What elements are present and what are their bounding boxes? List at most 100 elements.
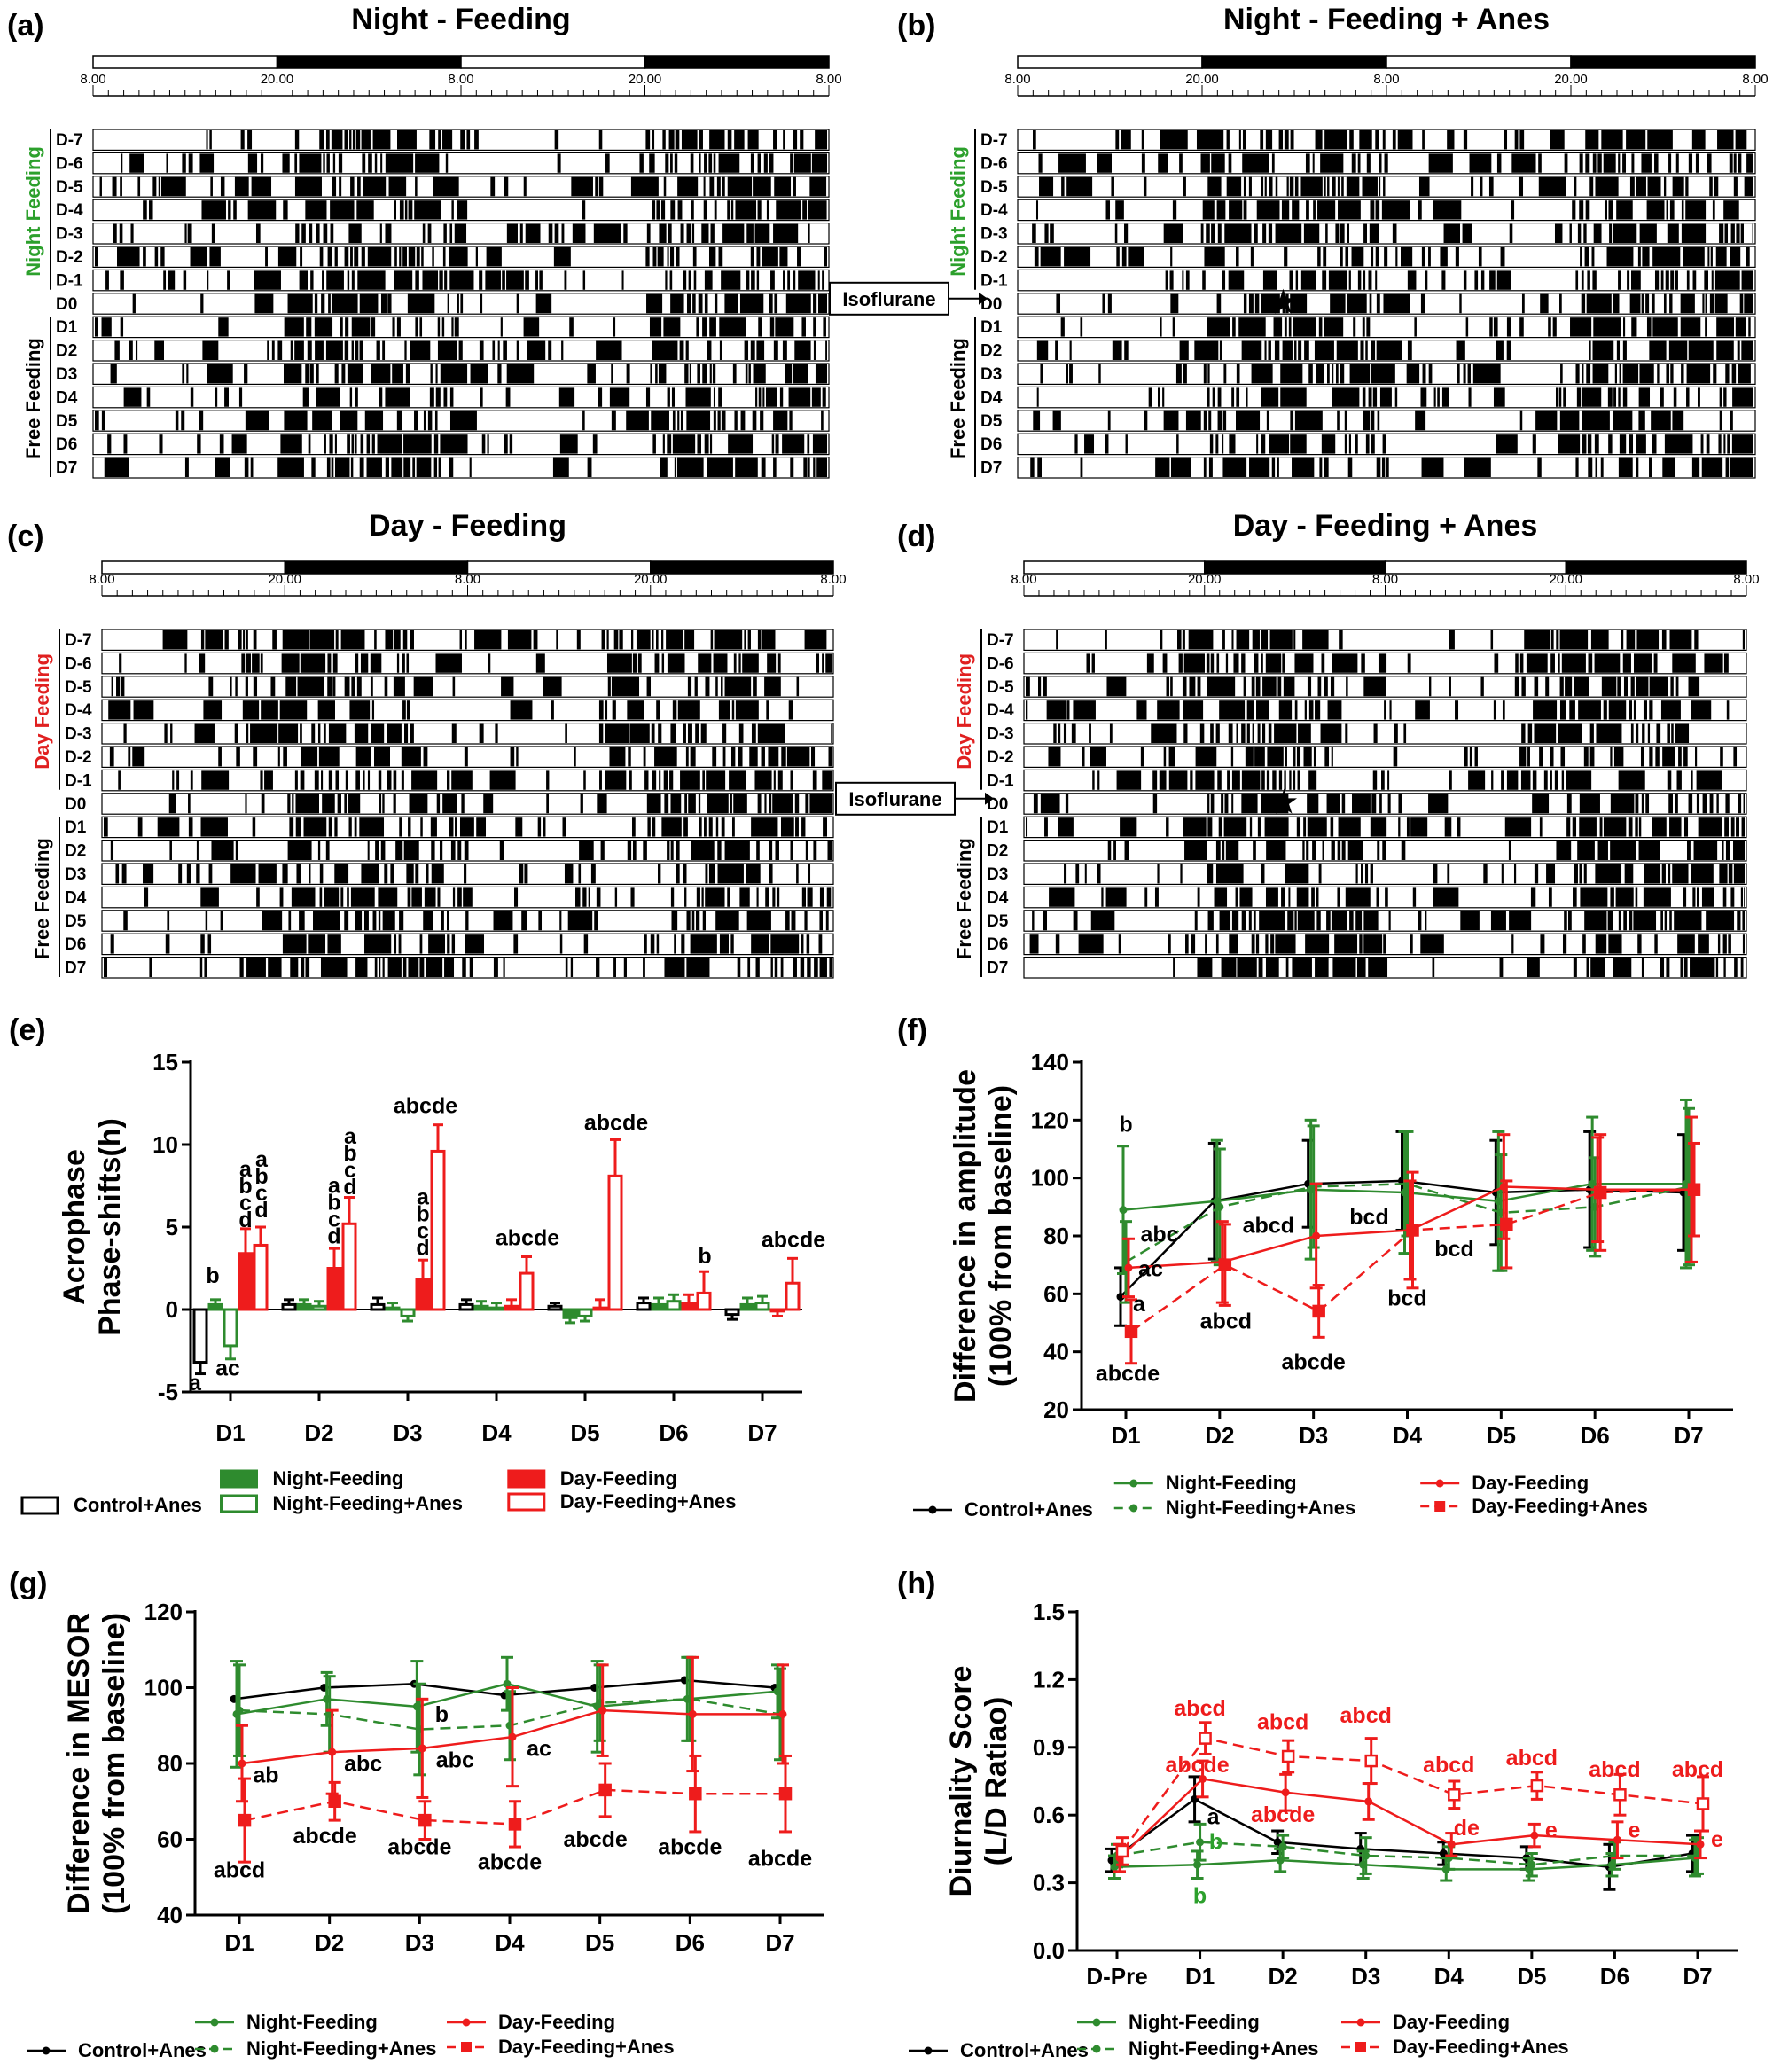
- legend-label: Day-Feeding+Anes: [1393, 2036, 1569, 2058]
- activity-bout: [184, 223, 187, 243]
- activity-bout: [1032, 911, 1035, 931]
- activity-bout: [1737, 911, 1741, 931]
- activity-bout: [813, 841, 817, 860]
- activity-bout: [619, 630, 623, 650]
- activity-bout: [284, 410, 308, 431]
- activity-bout: [427, 223, 432, 243]
- activity-bout: [1392, 130, 1396, 150]
- activity-bout: [600, 841, 605, 860]
- activity-bout: [810, 747, 816, 767]
- activity-bout: [178, 864, 183, 884]
- dark-phase-bar: [1565, 560, 1747, 575]
- activity-bout: [1672, 864, 1689, 884]
- activity-bout: [1705, 317, 1707, 337]
- activity-bout: [441, 317, 445, 337]
- activity-bout: [1723, 200, 1739, 220]
- actogram-row: D-3: [65, 722, 834, 745]
- activity-bout: [651, 410, 669, 431]
- activity-bout: [1504, 817, 1532, 837]
- time-tick-label: 20.00: [261, 72, 294, 87]
- activity-bout: [379, 794, 382, 814]
- dark-phase-bar: [1570, 55, 1756, 69]
- activity-bout: [705, 887, 725, 907]
- activity-bout: [1207, 676, 1236, 697]
- activity-bout: [211, 223, 215, 243]
- activity-bout: [680, 770, 700, 790]
- activity-bout: [123, 723, 127, 743]
- activity-bout: [363, 770, 365, 790]
- activity-bout: [1363, 223, 1368, 243]
- y-tick-label: -5: [158, 1379, 178, 1405]
- activity-bout: [1715, 958, 1719, 977]
- time-tick-label: 20.00: [1185, 72, 1219, 87]
- activity-bout: [182, 364, 185, 384]
- activity-bout: [1592, 340, 1614, 360]
- time-tick-label: 8.00: [455, 572, 480, 587]
- activity-bout: [715, 911, 739, 931]
- activity-bout: [1730, 223, 1735, 243]
- activity-bout: [1205, 934, 1207, 954]
- activity-bout: [332, 653, 338, 673]
- activity-bout: [350, 887, 375, 907]
- activity-bout: [1362, 387, 1366, 407]
- significance-label: a: [328, 1174, 341, 1199]
- activity-bout: [1381, 200, 1410, 220]
- activity-bout: [650, 364, 652, 384]
- activity-bout: [1415, 700, 1430, 720]
- activity-bout: [1275, 223, 1302, 243]
- activity-bout: [1582, 410, 1610, 431]
- isoflurane-label: Isoflurane: [842, 288, 935, 310]
- actogram-row-frame: [92, 152, 830, 175]
- actogram-row: D-7: [56, 129, 830, 151]
- activity-bout: [1218, 817, 1222, 837]
- activity-bout: [301, 958, 305, 977]
- activity-bout: [1292, 457, 1315, 477]
- significance-label: abcd: [1672, 1757, 1723, 1782]
- activity-bout: [1349, 130, 1354, 150]
- activity-bout: [437, 317, 441, 337]
- activity-bout: [490, 176, 496, 197]
- significance-label: d: [238, 1208, 252, 1232]
- activity-bout: [578, 864, 582, 884]
- activity-bout: [548, 340, 552, 360]
- activity-bout: [1294, 700, 1298, 720]
- activity-bout: [629, 770, 632, 790]
- activity-bout: [1162, 387, 1165, 407]
- x-tick-label: D3: [405, 1929, 434, 1956]
- activity-bout: [384, 676, 388, 697]
- activity-bout: [1480, 176, 1483, 197]
- activity-bout: [449, 387, 454, 407]
- activity-bout: [1668, 794, 1673, 814]
- activity-bout: [1519, 747, 1527, 767]
- activity-bout: [1284, 247, 1288, 267]
- activity-bout: [287, 794, 291, 814]
- activity-bout: [1298, 723, 1311, 743]
- activity-bout: [794, 340, 811, 360]
- activity-bout: [442, 794, 457, 814]
- y-axis-label: Difference in amplitude: [949, 1069, 982, 1403]
- activity-bout: [99, 176, 102, 197]
- activity-bout: [1664, 434, 1693, 454]
- activity-bout: [392, 364, 403, 384]
- activity-bout: [1638, 387, 1651, 407]
- activity-bout: [747, 630, 751, 650]
- activity-bout: [444, 270, 448, 290]
- activity-bout: [1207, 911, 1214, 931]
- activity-bout: [1261, 770, 1265, 790]
- activity-bout: [1255, 676, 1261, 697]
- time-tick-label: 8.00: [448, 72, 473, 87]
- data-point: [1193, 1860, 1202, 1869]
- day-label: D1: [987, 818, 1009, 837]
- activity-bout: [775, 317, 794, 337]
- bar: [473, 1304, 489, 1311]
- activity-bout: [401, 770, 404, 790]
- activity-bout: [132, 747, 145, 767]
- activity-bout: [1635, 794, 1639, 814]
- activity-bout: [750, 247, 754, 267]
- activity-bout: [1300, 270, 1316, 290]
- activity-bout: [1162, 653, 1168, 673]
- activity-bout: [330, 200, 355, 220]
- activity-bout: [527, 340, 546, 360]
- activity-bout: [757, 200, 762, 220]
